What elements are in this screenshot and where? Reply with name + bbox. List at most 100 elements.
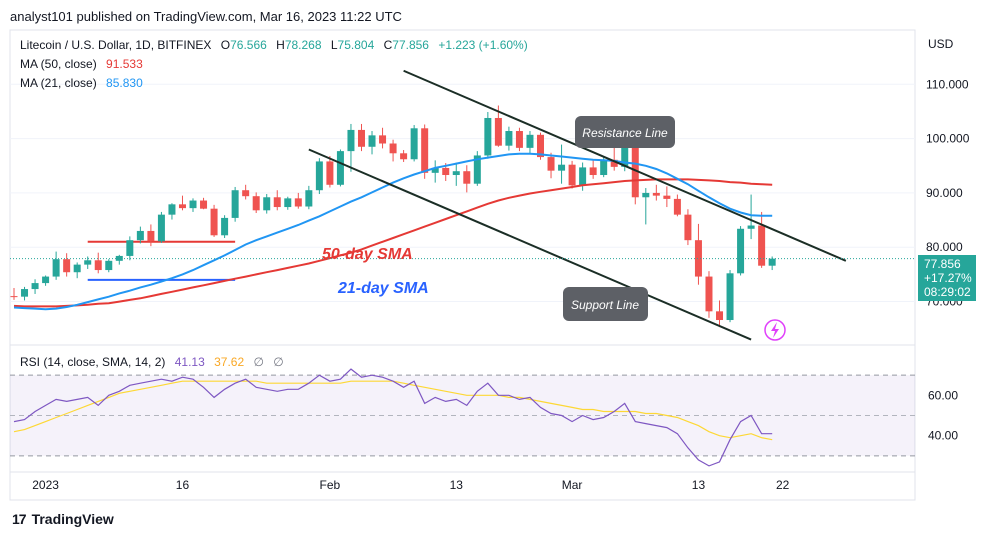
- candle-body: [473, 155, 481, 184]
- candle-body: [168, 204, 176, 215]
- symbol-name: Litecoin / U.S. Dollar, 1D, BITFINEX: [20, 38, 212, 52]
- resistance-label-text: Resistance Line: [582, 126, 668, 140]
- price-badge: 77.856 +17.27% 08:29:02: [918, 255, 976, 301]
- candle-body: [526, 134, 534, 148]
- candle-body: [747, 225, 755, 229]
- candle-body: [631, 146, 639, 198]
- rsi-tick-label: 60.00: [928, 388, 958, 402]
- candle-body: [716, 311, 724, 321]
- support-trend-line[interactable]: [308, 148, 752, 341]
- symbol-legend: Litecoin / U.S. Dollar, 1D, BITFINEX O76…: [20, 38, 528, 52]
- rsi-legend-value: 41.13: [175, 355, 205, 369]
- ohlc-low-label: L: [330, 38, 338, 52]
- time-tick-label: 13: [692, 478, 706, 492]
- candle-body: [694, 240, 702, 277]
- ma21-line: [13, 152, 773, 311]
- candle-body: [368, 135, 376, 147]
- currency-label: USD: [928, 37, 954, 51]
- candle-body: [642, 192, 650, 198]
- ma21-legend-label: MA (21, close): [20, 76, 97, 90]
- candle-body: [463, 171, 471, 184]
- rsi-legend-label: RSI (14, close, SMA, 14, 2): [20, 355, 165, 369]
- ohlc-open-label: O: [220, 38, 231, 52]
- candle-body: [684, 214, 692, 241]
- rsi-legend-sma: 37.62: [214, 355, 244, 369]
- ma50-line: [13, 178, 773, 308]
- candle-body: [484, 117, 492, 156]
- resistance-trend-line[interactable]: [403, 69, 847, 262]
- ohlc-low: 75.804: [337, 38, 375, 52]
- badge-change: +17.27%: [924, 271, 972, 285]
- candle-body: [421, 128, 429, 173]
- price-tick-label: 90.000: [926, 186, 963, 200]
- candle-body: [705, 276, 713, 312]
- publisher-line: analyst101 published on TradingView.com,…: [10, 9, 402, 24]
- ma21-legend: MA (21, close) 85.830: [20, 76, 143, 90]
- ohlc-high: 78.268: [284, 38, 322, 52]
- candle-body: [10, 296, 18, 298]
- candle-body: [737, 228, 745, 274]
- candle-body: [758, 225, 766, 266]
- sma21-annotation: 21-day SMA: [337, 280, 429, 297]
- price-tick-label: 100.000: [926, 132, 970, 146]
- candle-body: [336, 151, 344, 185]
- rsi-line: [13, 368, 773, 467]
- candle-body: [663, 195, 671, 199]
- candle-body: [147, 230, 155, 242]
- ohlc-change: +1.223 (+1.60%): [438, 38, 528, 52]
- candle-body: [284, 198, 292, 208]
- candle-body: [400, 153, 408, 160]
- candle-body: [568, 164, 576, 186]
- candle-body: [768, 258, 776, 266]
- candle-body: [231, 190, 239, 218]
- candle-body: [558, 164, 566, 171]
- time-tick-label: Feb: [320, 478, 341, 492]
- time-tick-label: 13: [450, 478, 464, 492]
- candle-body: [600, 159, 608, 176]
- candle-body: [547, 157, 555, 171]
- candle-body: [652, 192, 660, 196]
- time-tick-label: Mar: [562, 478, 583, 492]
- time-tick-label: 2023: [32, 478, 59, 492]
- badge-price: 77.856: [924, 257, 961, 271]
- candle-body: [189, 200, 197, 209]
- candle-body: [52, 259, 60, 277]
- candle-body: [31, 283, 39, 290]
- candle-body: [294, 198, 302, 207]
- candle-body: [442, 167, 450, 176]
- candle-body: [105, 260, 113, 271]
- rsi-axis: 40.00 60.00: [928, 388, 958, 442]
- time-tick-label: 16: [176, 478, 190, 492]
- ma21-legend-value: 85.830: [106, 76, 143, 90]
- candle-body: [200, 200, 208, 209]
- candle-body: [579, 167, 587, 186]
- candle-body: [21, 289, 29, 297]
- candle-body: [452, 171, 460, 176]
- candle-body: [410, 128, 418, 160]
- candle-body: [178, 204, 186, 209]
- rsi-legend-na-1: ∅: [253, 355, 263, 369]
- candle-body: [379, 135, 387, 144]
- candle-body: [621, 146, 629, 167]
- lightning-icon[interactable]: [764, 319, 786, 341]
- candle-body: [326, 161, 334, 185]
- price-tick-label: 80.000: [926, 240, 963, 254]
- ohlc-close: 77.856: [392, 38, 429, 52]
- tradingview-logo[interactable]: 17 TradingView: [12, 511, 114, 527]
- candle-body: [242, 190, 250, 197]
- time-tick-label: 22: [776, 478, 790, 492]
- support-label[interactable]: Support Line: [563, 287, 648, 321]
- candle-body: [589, 167, 597, 176]
- candle-body: [126, 240, 134, 256]
- candle-body: [115, 255, 123, 261]
- candle-body: [221, 217, 229, 236]
- support-label-text: Support Line: [571, 298, 639, 312]
- candle-body: [73, 264, 81, 273]
- ma50-legend: MA (50, close) 91.533: [20, 57, 143, 71]
- candle-body: [537, 134, 544, 158]
- ohlc-close-label: C: [383, 38, 393, 52]
- resistance-label[interactable]: Resistance Line: [575, 116, 675, 148]
- time-axis: 2023 16 Feb 13 Mar 13 22: [32, 478, 789, 492]
- ohlc-open: 76.566: [230, 38, 267, 52]
